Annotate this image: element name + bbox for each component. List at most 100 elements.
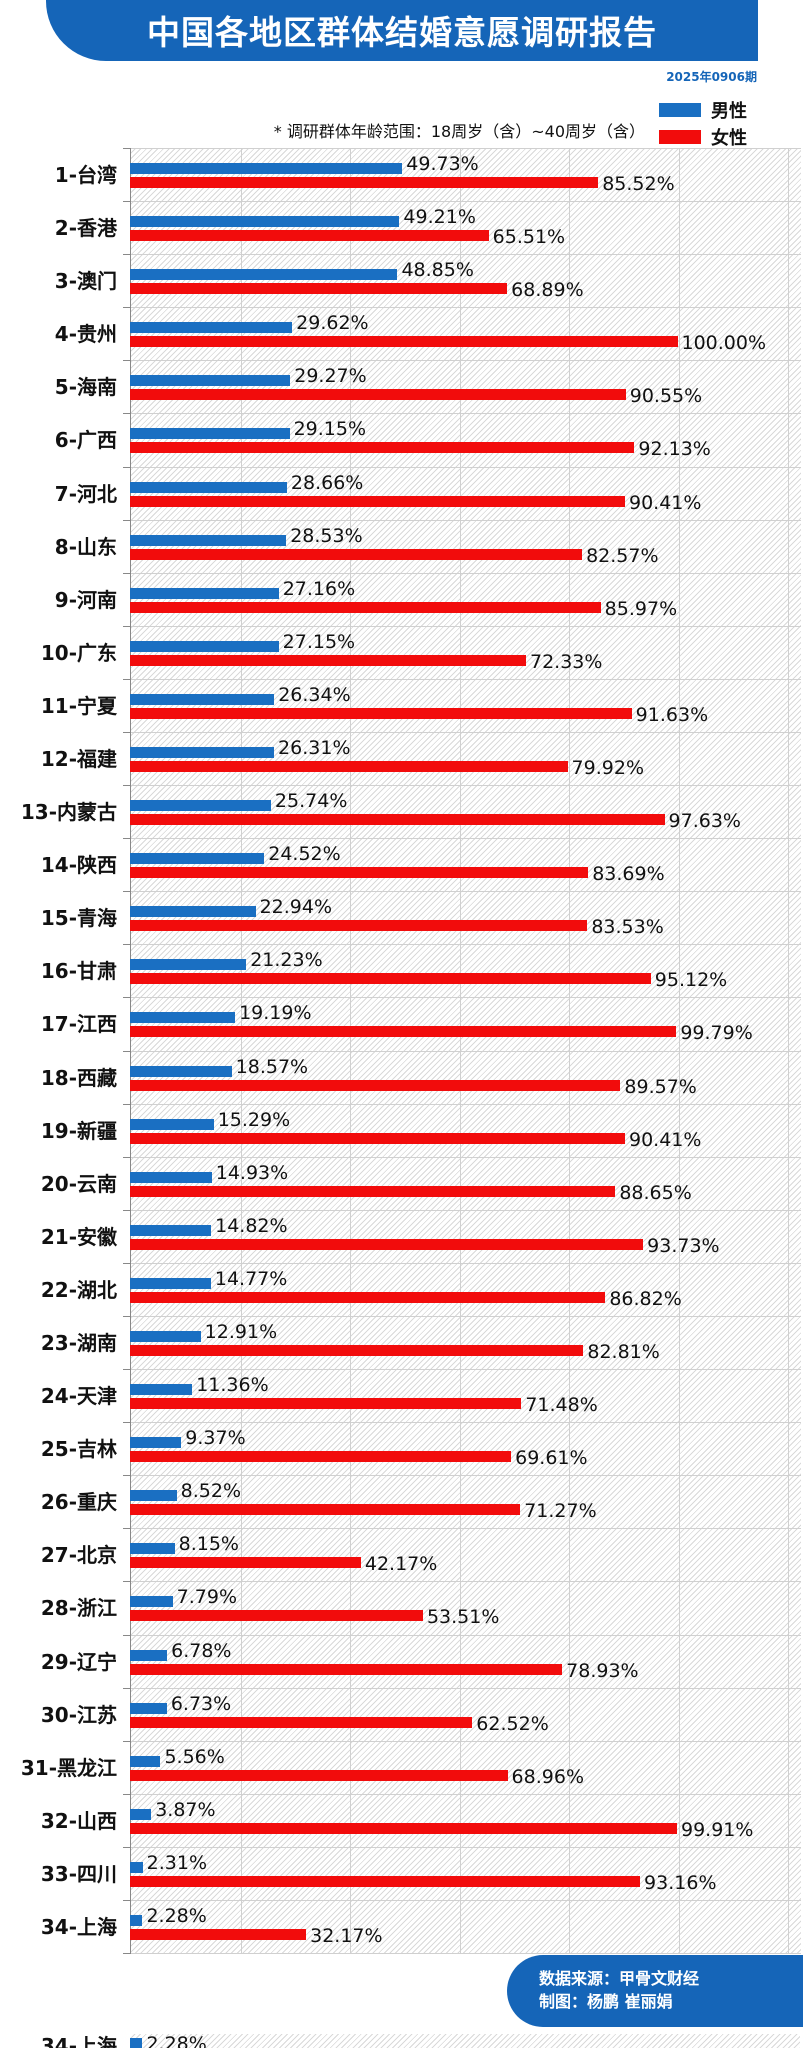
cropped-repeat-row: 34-上海 2.28% bbox=[0, 2034, 803, 2048]
male-value-label: 2.28% bbox=[146, 1904, 207, 1927]
row-separator bbox=[131, 254, 801, 256]
male-bar bbox=[130, 1490, 177, 1502]
row-separator bbox=[131, 148, 801, 149]
row-separator bbox=[131, 1634, 801, 1636]
female-bar bbox=[130, 1238, 644, 1250]
row-separator bbox=[131, 891, 801, 893]
legend-swatch-male bbox=[659, 103, 701, 117]
row-separator bbox=[131, 1315, 801, 1317]
female-bar bbox=[130, 548, 583, 560]
male-bar bbox=[130, 800, 271, 812]
female-bar bbox=[130, 1291, 606, 1303]
male-bar bbox=[130, 853, 265, 865]
female-bar bbox=[130, 177, 599, 188]
male-bar bbox=[130, 1171, 212, 1183]
female-bar bbox=[130, 1928, 307, 1940]
male-value-label: 3.87% bbox=[155, 1798, 216, 1821]
female-bar bbox=[130, 1716, 473, 1728]
male-value-label: 6.73% bbox=[170, 1692, 232, 1715]
axis-tick bbox=[123, 1103, 131, 1105]
female-value-label: 79.92% bbox=[571, 756, 644, 779]
gridline bbox=[350, 148, 351, 1953]
male-bar bbox=[130, 1543, 175, 1555]
male-value-label: 49.21% bbox=[403, 206, 476, 229]
male-bar bbox=[130, 481, 287, 493]
female-bar bbox=[130, 760, 568, 772]
row-separator bbox=[131, 785, 801, 787]
row-separator bbox=[131, 1846, 801, 1848]
region-label: 9-河南 bbox=[54, 587, 117, 612]
region-label: 17-江西 bbox=[40, 1012, 117, 1037]
male-bar bbox=[130, 1065, 232, 1077]
female-value-label: 99.79% bbox=[680, 1022, 753, 1045]
male-bar bbox=[130, 1596, 173, 1608]
male-bar bbox=[130, 1118, 214, 1130]
axis-tick bbox=[123, 1687, 131, 1689]
male-value-label: 48.85% bbox=[401, 259, 474, 282]
axis-tick bbox=[123, 785, 131, 787]
male-bar bbox=[130, 746, 275, 758]
male-value-label: 11.36% bbox=[196, 1374, 269, 1397]
row-separator bbox=[131, 1581, 801, 1583]
female-bar bbox=[130, 389, 626, 401]
female-value-label: 82.57% bbox=[586, 544, 659, 567]
female-value-label: 62.52% bbox=[476, 1712, 549, 1735]
row-separator bbox=[131, 1793, 801, 1795]
female-value-label: 95.12% bbox=[654, 969, 728, 992]
female-value-label: 68.96% bbox=[511, 1765, 584, 1788]
plot-area bbox=[123, 148, 801, 1955]
female-bar bbox=[130, 1822, 677, 1834]
row-separator bbox=[131, 1953, 801, 1955]
region-label: 32-山西 bbox=[40, 1808, 117, 1833]
female-value-label: 69.61% bbox=[515, 1447, 588, 1470]
region-label: 28-浙江 bbox=[40, 1596, 117, 1621]
region-label: 23-湖南 bbox=[40, 1330, 117, 1355]
female-bar bbox=[130, 1398, 522, 1410]
male-bar bbox=[130, 375, 291, 387]
legend-swatch-female bbox=[659, 130, 701, 144]
female-bar bbox=[130, 1610, 423, 1622]
male-value-label: 28.53% bbox=[290, 524, 363, 547]
female-value-label: 65.51% bbox=[492, 226, 566, 249]
female-bar bbox=[130, 1132, 625, 1144]
female-value-label: 93.16% bbox=[644, 1871, 717, 1894]
female-bar bbox=[130, 601, 601, 613]
region-label: 16-甘肃 bbox=[40, 959, 117, 984]
region-label: 11-宁夏 bbox=[40, 693, 117, 718]
female-value-label: 53.51% bbox=[426, 1606, 500, 1629]
male-value-label: 9.37% bbox=[185, 1427, 246, 1450]
row-separator bbox=[131, 466, 801, 468]
axis-tick bbox=[123, 944, 131, 946]
female-bar bbox=[130, 495, 625, 507]
region-label: 12-福建 bbox=[40, 746, 117, 771]
row-separator bbox=[131, 625, 801, 627]
title-banner: 中国各地区群体结婚意愿调研报告 bbox=[46, 0, 758, 61]
female-value-label: 85.97% bbox=[604, 597, 678, 620]
female-bar bbox=[130, 1557, 361, 1569]
female-bar bbox=[130, 1504, 521, 1516]
axis-tick bbox=[123, 1634, 131, 1636]
axis-tick bbox=[123, 1528, 131, 1530]
axis-tick bbox=[123, 891, 131, 893]
axis-tick bbox=[123, 1050, 131, 1052]
male-value-label: 29.27% bbox=[294, 365, 367, 388]
male-bar bbox=[130, 1224, 212, 1236]
region-label: 34-上海 bbox=[40, 1914, 117, 1939]
female-value-label: 32.17% bbox=[310, 1924, 383, 1947]
region-label: 4-贵州 bbox=[54, 322, 117, 347]
row-separator bbox=[131, 1687, 801, 1689]
credits-box: 数据来源：甲骨文财经 制图：杨鹏 崔丽娟 bbox=[507, 1955, 803, 2027]
gridline bbox=[788, 148, 789, 1953]
male-bar bbox=[130, 1755, 161, 1767]
male-bar bbox=[130, 322, 293, 334]
female-value-label: 71.48% bbox=[525, 1394, 598, 1417]
male-bar bbox=[130, 906, 256, 918]
region-label: 3-澳门 bbox=[54, 269, 117, 294]
female-bar bbox=[130, 230, 489, 242]
male-value-label: 12.91% bbox=[204, 1320, 278, 1343]
region-label: 26-重庆 bbox=[40, 1490, 117, 1515]
female-value-label: 68.89% bbox=[511, 279, 584, 302]
region-label: 20-云南 bbox=[40, 1171, 117, 1196]
axis-tick bbox=[123, 254, 131, 256]
male-bar bbox=[130, 534, 287, 546]
